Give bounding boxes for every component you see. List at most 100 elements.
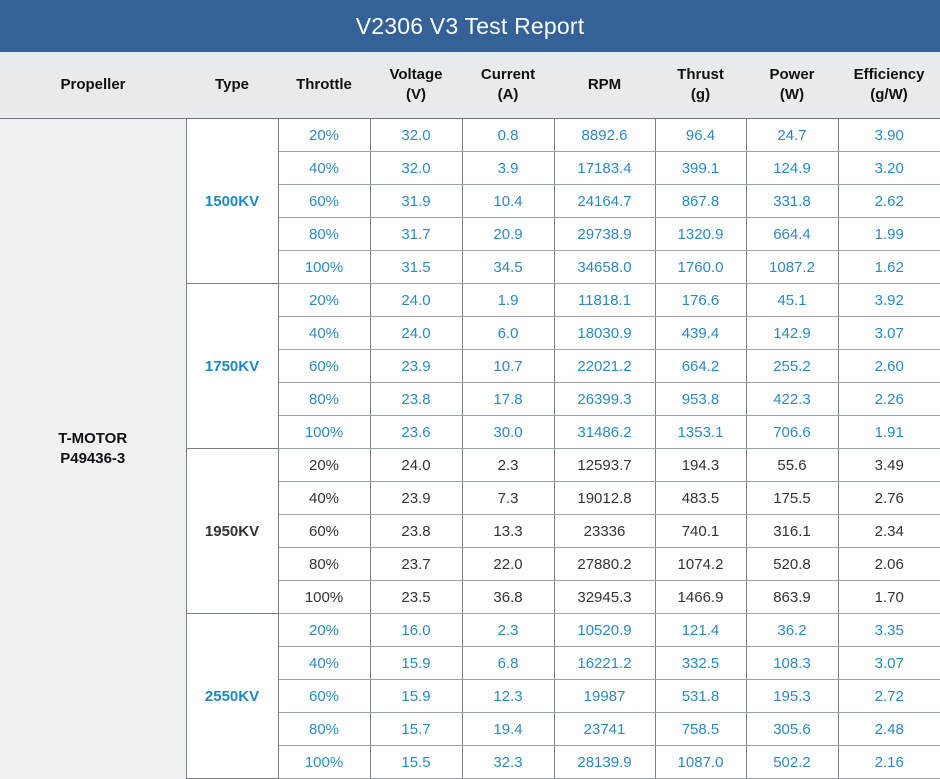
throttle-cell: 80% — [278, 712, 371, 746]
efficiency-cell: 3.20 — [838, 151, 940, 185]
throttle-cell: 80% — [278, 547, 371, 581]
power-cell: 520.8 — [746, 547, 839, 581]
throttle-cell: 20% — [278, 448, 371, 482]
table-row: 100% 23.5 36.8 32945.3 1466.9 863.9 1.70 — [0, 580, 940, 614]
power-cell: 502.2 — [746, 745, 839, 779]
throttle-cell: 100% — [278, 250, 371, 284]
thrust-cell: 1320.9 — [655, 217, 747, 251]
header-current: Current (A) — [462, 52, 554, 119]
thrust-cell: 531.8 — [655, 679, 747, 713]
voltage-cell: 15.7 — [370, 712, 463, 746]
throttle-cell: 40% — [278, 151, 371, 185]
efficiency-cell: 3.07 — [838, 646, 940, 680]
throttle-cell: 60% — [278, 184, 371, 218]
thrust-cell: 483.5 — [655, 481, 747, 515]
table-row: 1750KV 20% 24.0 1.9 11818.1 176.6 45.1 3.92 — [0, 283, 940, 449]
header-type: Type — [186, 52, 278, 119]
propeller-brand: T-MOTOR — [58, 429, 128, 447]
power-cell: 36.2 — [746, 613, 839, 647]
power-cell: 706.6 — [746, 415, 839, 449]
current-cell: 30.0 — [462, 415, 555, 449]
power-cell: 195.3 — [746, 679, 839, 713]
rpm-cell: 10520.9 — [554, 613, 656, 647]
thrust-cell: 740.1 — [655, 514, 747, 548]
rpm-cell: 19987 — [554, 679, 656, 713]
table-row: 80% 31.7 20.9 29738.9 1320.9 664.4 1.99 — [0, 217, 940, 251]
header-thrust: Thrust (g) — [655, 52, 746, 119]
power-cell: 863.9 — [746, 580, 839, 614]
rpm-cell: 24164.7 — [554, 184, 656, 218]
rpm-cell: 23336 — [554, 514, 656, 548]
rpm-cell: 29738.9 — [554, 217, 656, 251]
voltage-cell: 23.9 — [370, 481, 463, 515]
voltage-cell: 32.0 — [370, 151, 463, 185]
efficiency-cell: 3.49 — [838, 448, 940, 482]
report-title-bar: V2306 V3 Test Report — [0, 0, 940, 52]
efficiency-cell: 2.34 — [838, 514, 940, 548]
table-row: 80% 23.8 17.8 26399.3 953.8 422.3 2.26 — [0, 382, 940, 416]
thrust-cell: 176.6 — [655, 283, 747, 317]
rpm-cell: 28139.9 — [554, 745, 656, 779]
motor-type-cell: 1500KV — [186, 118, 279, 284]
current-cell: 10.7 — [462, 349, 555, 383]
voltage-cell: 23.8 — [370, 382, 463, 416]
power-cell: 45.1 — [746, 283, 839, 317]
table-row: 60% 23.8 13.3 23336 740.1 316.1 2.34 — [0, 514, 940, 548]
current-cell: 20.9 — [462, 217, 555, 251]
propeller-model: P49436-3 — [60, 449, 126, 467]
table-row: 40% 23.9 7.3 19012.8 483.5 175.5 2.76 — [0, 481, 940, 515]
thrust-cell: 1087.0 — [655, 745, 747, 779]
efficiency-cell: 3.35 — [838, 613, 940, 647]
efficiency-cell: 1.91 — [838, 415, 940, 449]
power-cell: 24.7 — [746, 118, 839, 152]
thrust-cell: 332.5 — [655, 646, 747, 680]
throttle-cell: 40% — [278, 646, 371, 680]
rpm-cell: 8892.6 — [554, 118, 656, 152]
efficiency-cell: 2.76 — [838, 481, 940, 515]
table-row: 60% 31.9 10.4 24164.7 867.8 331.8 2.62 — [0, 184, 940, 218]
rpm-cell: 31486.2 — [554, 415, 656, 449]
thrust-cell: 96.4 — [655, 118, 747, 152]
motor-type-cell: 1950KV — [186, 448, 279, 614]
current-cell: 32.3 — [462, 745, 555, 779]
header-efficiency: Efficiency (g/W) — [838, 52, 940, 119]
thrust-cell: 194.3 — [655, 448, 747, 482]
throttle-cell: 60% — [278, 514, 371, 548]
efficiency-cell: 1.70 — [838, 580, 940, 614]
rpm-cell: 18030.9 — [554, 316, 656, 350]
rpm-cell: 32945.3 — [554, 580, 656, 614]
efficiency-cell: 3.90 — [838, 118, 940, 152]
throttle-cell: 100% — [278, 745, 371, 779]
power-cell: 175.5 — [746, 481, 839, 515]
efficiency-cell: 1.99 — [838, 217, 940, 251]
table-row: 40% 15.9 6.8 16221.2 332.5 108.3 3.07 — [0, 646, 940, 680]
throttle-cell: 20% — [278, 283, 371, 317]
table-row: 100% 31.5 34.5 34658.0 1760.0 1087.2 1.62 — [0, 250, 940, 284]
throttle-cell: 20% — [278, 613, 371, 647]
power-cell: 422.3 — [746, 382, 839, 416]
efficiency-cell: 2.16 — [838, 745, 940, 779]
rpm-cell: 12593.7 — [554, 448, 656, 482]
table-row: 40% 24.0 6.0 18030.9 439.4 142.9 3.07 — [0, 316, 940, 350]
rpm-cell: 27880.2 — [554, 547, 656, 581]
thrust-cell: 758.5 — [655, 712, 747, 746]
table-row: 40% 32.0 3.9 17183.4 399.1 124.9 3.20 — [0, 151, 940, 185]
throttle-cell: 100% — [278, 580, 371, 614]
throttle-cell: 80% — [278, 217, 371, 251]
power-cell: 255.2 — [746, 349, 839, 383]
thrust-cell: 121.4 — [655, 613, 747, 647]
table-row: 80% 23.7 22.0 27880.2 1074.2 520.8 2.06 — [0, 547, 940, 581]
current-cell: 7.3 — [462, 481, 555, 515]
power-cell: 1087.2 — [746, 250, 839, 284]
voltage-cell: 23.5 — [370, 580, 463, 614]
rpm-cell: 19012.8 — [554, 481, 656, 515]
table-row: 60% 23.9 10.7 22021.2 664.2 255.2 2.60 — [0, 349, 940, 383]
throttle-cell: 20% — [278, 118, 371, 152]
rpm-cell: 23741 — [554, 712, 656, 746]
voltage-cell: 32.0 — [370, 118, 463, 152]
header-rpm: RPM — [554, 52, 655, 119]
current-cell: 2.3 — [462, 448, 555, 482]
efficiency-cell: 2.62 — [838, 184, 940, 218]
header-power: Power (W) — [746, 52, 838, 119]
current-cell: 6.0 — [462, 316, 555, 350]
